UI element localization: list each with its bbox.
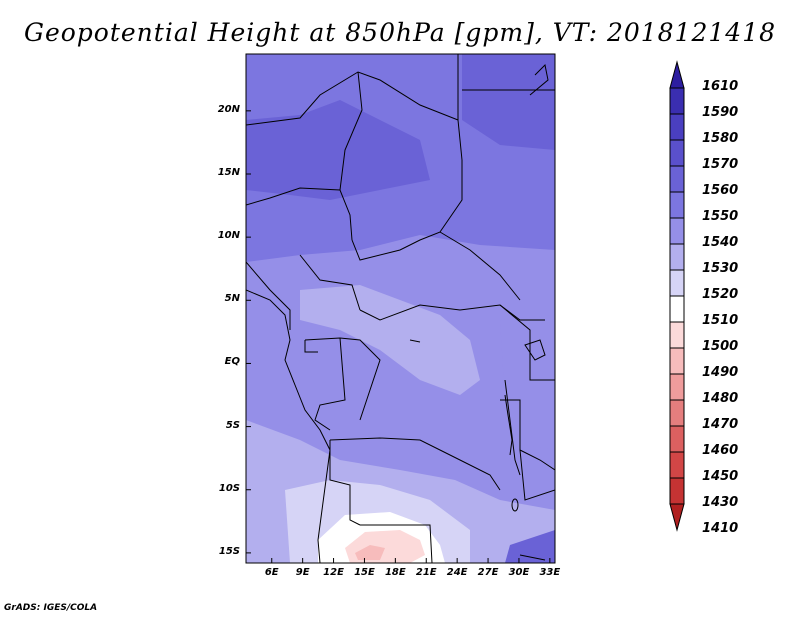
field-east-1540: [500, 315, 555, 450]
colorbar-segment: [669, 295, 685, 323]
y-tick-label: 15S: [218, 545, 240, 557]
colorbar-segment: [669, 425, 685, 453]
colorbar-label: 1500: [702, 339, 739, 354]
colorbar-label: 1520: [702, 287, 739, 302]
x-tick-label: 30E: [508, 567, 530, 578]
colorbar-label: 1470: [702, 417, 739, 432]
field-central-1530: [300, 285, 480, 395]
x-tick-label: 21E: [415, 567, 437, 578]
colorbar-segment: [669, 217, 685, 245]
colorbar-top-arrow: [669, 60, 685, 89]
colorbar-segment: [669, 243, 685, 271]
colorbar-label: 1580: [702, 131, 739, 146]
colorbar-label: 1460: [702, 443, 739, 458]
y-tick-label: 10N: [217, 230, 240, 242]
colorbar-segment: [669, 191, 685, 219]
y-tick-label: 20N: [217, 103, 240, 115]
colorbar-bottom-arrow: [669, 503, 685, 532]
field-angola-1490: [355, 545, 385, 560]
x-tick-label: 15E: [354, 567, 375, 578]
colorbar-segment: [669, 347, 685, 375]
y-tick-label: 15N: [217, 166, 240, 178]
colorbar-label: 1570: [702, 157, 739, 172]
colorbar-segment: [669, 321, 685, 349]
colorbar-label: 1590: [702, 105, 739, 120]
x-tick-label: 9E: [295, 567, 310, 578]
map-title: Geopotential Height at 850hPa [gpm], VT:…: [23, 18, 777, 47]
colorbar-segment: [669, 399, 685, 427]
colorbar-label: 1610: [702, 79, 739, 94]
y-tick-label: 5N: [224, 293, 240, 305]
map-frame: [245, 53, 556, 564]
colorbar-segment: [669, 113, 685, 141]
x-tick-label: 18E: [384, 567, 406, 578]
grads-credit: GrADS: IGES/COLA: [4, 603, 98, 613]
x-tick-label: 24E: [446, 567, 468, 578]
colorbar-label: 1450: [702, 469, 739, 484]
colorbar-segment: [669, 87, 685, 115]
field-northeast-1560: [462, 54, 555, 150]
field-layer: [246, 54, 555, 563]
country-borders: [246, 54, 555, 563]
colorbar-segment: [669, 269, 685, 297]
colorbar-label: 1410: [702, 521, 739, 536]
colorbar-label: 1490: [702, 365, 739, 380]
colorbar-label: 1510: [702, 313, 739, 328]
colorbar-label: 1480: [702, 391, 739, 406]
colorbar-label: 1430: [702, 495, 739, 510]
x-tick-label: 6E: [264, 567, 279, 578]
colorbar-segment: [669, 373, 685, 401]
colorbar-label: 1560: [702, 183, 739, 198]
colorbar-segment: [669, 139, 685, 167]
y-tick-label: 10S: [218, 482, 240, 494]
colorbar-segment: [669, 165, 685, 193]
y-tick-label: 5S: [225, 419, 240, 431]
field-southeast-1560: [505, 530, 555, 563]
x-tick-label: 27E: [477, 567, 499, 578]
field-northwest-1560: [246, 100, 430, 200]
colorbar-segment: [669, 477, 685, 505]
colorbar-label: 1550: [702, 209, 739, 224]
colorbar-label: 1540: [702, 235, 739, 250]
x-tick-label: 12E: [323, 567, 344, 578]
lakes: [409, 339, 546, 512]
axis-ticks: [246, 110, 551, 563]
colorbar-label: 1530: [702, 261, 739, 276]
colorbar: [669, 60, 685, 532]
x-tick-label: 33E: [539, 567, 561, 578]
y-tick-label: EQ: [224, 356, 240, 368]
colorbar-segment: [669, 451, 685, 479]
